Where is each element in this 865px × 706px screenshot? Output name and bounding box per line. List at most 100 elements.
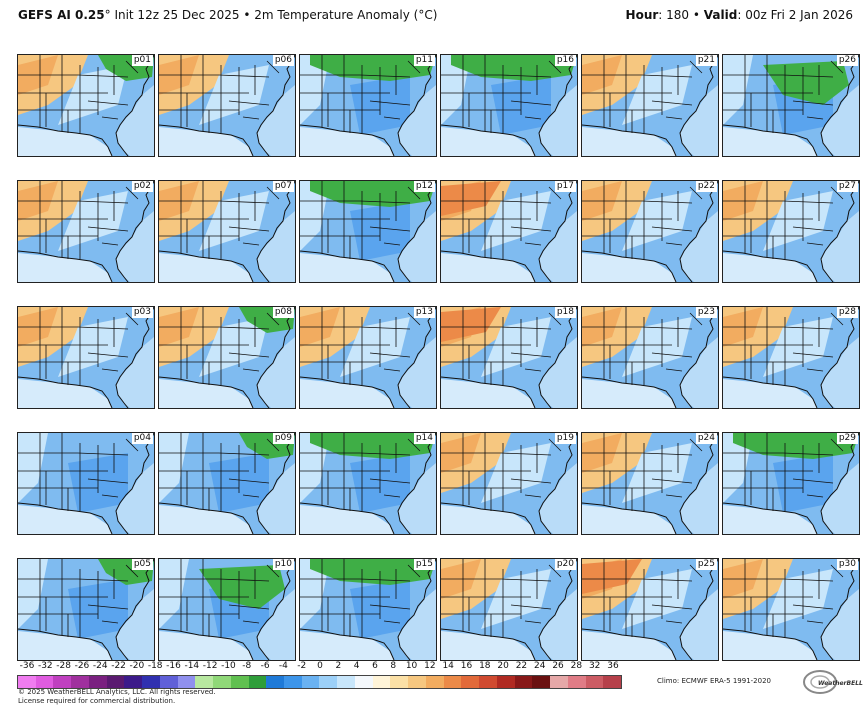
anomaly-shading <box>310 559 436 585</box>
state-border <box>383 242 401 246</box>
coastline <box>115 307 154 408</box>
anomaly-shading <box>310 181 436 207</box>
colorbar-tick-label: 6 <box>372 661 378 671</box>
colorbar-swatch <box>124 676 143 688</box>
member-label: p02 <box>131 181 153 192</box>
state-border <box>87 352 129 358</box>
colorbar-swatch <box>18 676 36 688</box>
colorbar-swatch <box>337 676 355 688</box>
logo-wordmark: WeatherBELL <box>818 680 863 687</box>
colorbar-swatch <box>372 676 391 688</box>
coastline <box>18 628 113 660</box>
state-border <box>101 620 119 624</box>
state-border <box>651 226 693 232</box>
colorbar-swatch <box>195 676 214 688</box>
member-label: p25 <box>695 559 717 570</box>
coastline <box>256 181 295 282</box>
anomaly-map <box>723 55 859 156</box>
state-border <box>830 438 844 452</box>
state-border <box>548 312 562 326</box>
member-label: p18 <box>554 307 576 318</box>
anomaly-shading <box>441 379 535 408</box>
coastline <box>582 628 677 660</box>
state-border <box>369 100 411 106</box>
state-border <box>228 604 270 610</box>
member-label: p15 <box>413 559 435 570</box>
anomaly-map <box>300 433 436 534</box>
coastline <box>18 250 113 282</box>
colorbar-swatch <box>177 676 196 688</box>
anomaly-shading <box>763 61 849 105</box>
state-border <box>228 226 270 232</box>
anomaly-shading <box>680 337 718 408</box>
anomaly-shading <box>159 631 253 660</box>
coastline <box>18 124 113 156</box>
ensemble-member-panel: p04 <box>17 432 155 535</box>
state-border <box>830 564 844 578</box>
anomaly-map <box>582 307 718 408</box>
member-label: p23 <box>695 307 717 318</box>
state-border <box>500 200 552 204</box>
anomaly-shading <box>18 253 112 282</box>
state-border <box>125 564 139 578</box>
colorbar-swatch <box>53 676 72 688</box>
anomaly-map <box>723 559 859 660</box>
state-border <box>806 116 824 120</box>
anomaly-shading <box>300 379 394 408</box>
coastline <box>679 307 718 408</box>
state-border <box>383 116 401 120</box>
anomaly-shading <box>18 433 48 503</box>
colorbar-swatch <box>567 676 586 688</box>
colorbar-tick-label: 14 <box>442 661 454 671</box>
state-border <box>359 578 411 582</box>
state-border <box>524 116 542 120</box>
anomaly-shading <box>821 85 859 156</box>
colorbar-tick-label: -36 <box>19 661 35 671</box>
anomaly-shading <box>310 433 436 459</box>
anomaly-map <box>441 55 577 156</box>
state-border <box>383 494 401 498</box>
colorbar-tick-label: 36 <box>607 661 619 671</box>
anomaly-shading <box>300 631 394 660</box>
anomaly-map <box>18 433 154 534</box>
anomaly-shading <box>300 181 330 251</box>
state-border <box>125 438 139 452</box>
anomaly-shading <box>300 505 394 534</box>
state-border <box>641 326 693 330</box>
colorbar-tick-label: 32 <box>588 661 601 671</box>
state-border <box>524 494 542 498</box>
anomaly-map <box>300 55 436 156</box>
state-border <box>407 564 421 578</box>
ensemble-member-panel: p16 <box>440 54 578 157</box>
coastline <box>115 181 154 282</box>
coastline <box>115 433 154 534</box>
colorbar-tick-label: -6 <box>260 661 270 671</box>
state-border <box>359 200 411 204</box>
climo-note: Climo: ECMWF ERA-5 1991-2020 <box>657 677 771 685</box>
state-border <box>510 100 552 106</box>
colorbar-swatch <box>514 676 533 688</box>
anomaly-shading <box>257 337 295 408</box>
colorbar-swatch <box>213 676 231 688</box>
coastline <box>820 55 859 156</box>
state-border <box>806 494 824 498</box>
member-label: p04 <box>131 433 153 444</box>
state-border <box>792 226 834 232</box>
coastline <box>582 502 677 534</box>
state-border <box>641 200 693 204</box>
colorbar-swatch <box>159 676 178 688</box>
anomaly-shading <box>821 337 859 408</box>
colorbar-swatch <box>88 676 107 688</box>
coastline <box>582 376 677 408</box>
state-border <box>510 604 552 610</box>
anomaly-shading <box>300 433 330 503</box>
ensemble-member-panel: p12 <box>299 180 437 283</box>
anomaly-shading <box>257 211 295 282</box>
colorbar-tick-label: -26 <box>74 661 90 671</box>
colorbar-tick-label: 16 <box>460 661 473 671</box>
ensemble-member-panel: p22 <box>581 180 719 283</box>
state-border <box>830 312 844 326</box>
state-border <box>689 438 703 452</box>
colorbar-ticks: -36 -32 -28 -26 -24 -22 -20 -18 -16 -14 -12 -10 -8 -6… <box>17 661 622 673</box>
coastline <box>582 250 677 282</box>
